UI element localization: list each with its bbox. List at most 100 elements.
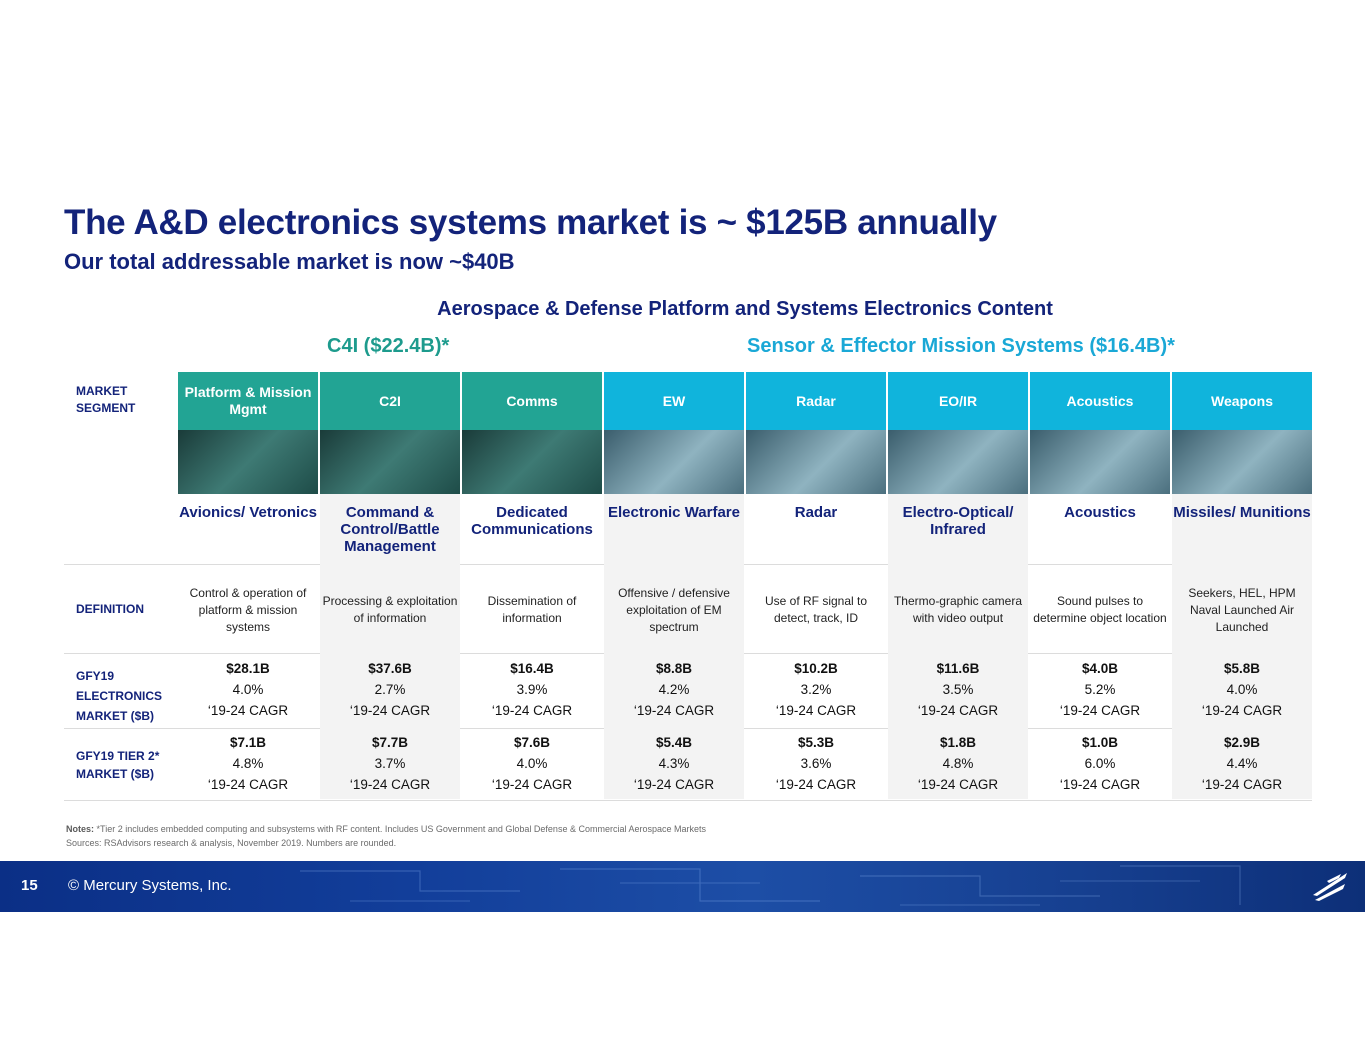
tier2-market-value: $1.0B — [1081, 735, 1119, 750]
segment-column: EO/IR Electro-Optical/ Infrared Thermo-gra… — [888, 372, 1028, 799]
tier2-market-cell: $7.7B 3.7% ‘19-24 CAGR — [320, 732, 460, 795]
tier2-cagr: 4.8% — [942, 756, 974, 771]
electronics-cagr-period: ‘19-24 CAGR — [1201, 703, 1283, 718]
tier2-market-cell: $7.6B 4.0% ‘19-24 CAGR — [462, 732, 602, 795]
page-number: 15 — [21, 877, 38, 894]
segment-column: EW Electronic Warfare Offensive / defensiv… — [604, 372, 744, 799]
definition-text: Use of RF signal to detect, track, ID — [764, 594, 868, 625]
segment-header: Comms — [462, 372, 602, 430]
electronics-market-cell: $8.8B 4.2% ‘19-24 CAGR — [604, 658, 744, 721]
row-label-segment: MARKET SEGMENT — [76, 384, 136, 415]
segment-header: EW — [604, 372, 744, 430]
tier2-cagr-period: ‘19-24 CAGR — [1059, 777, 1141, 792]
electronics-cagr-period: ‘19-24 CAGR — [349, 703, 431, 718]
tier2-market-value: $5.4B — [655, 735, 693, 750]
tier2-cagr-period: ‘19-24 CAGR — [775, 777, 857, 792]
tier2-cagr-period: ‘19-24 CAGR — [1201, 777, 1283, 792]
row-label-tier2-market: GFY19 TIER 2* MARKET ($B) — [76, 749, 160, 781]
segment-header: EO/IR — [888, 372, 1028, 430]
tier2-market-value: $7.6B — [513, 735, 551, 750]
definition-text: Thermo-graphic camera with video output — [893, 594, 1023, 625]
row-divider — [64, 800, 1312, 801]
slide-title: The A&D electronics systems market is ~ … — [64, 203, 997, 242]
electronics-cagr: 3.9% — [516, 682, 548, 697]
segment-column: C2I Command & Control/Battle Management Pr… — [320, 372, 460, 799]
tier2-cagr: 4.4% — [1226, 756, 1258, 771]
definition-text: Processing & exploitation of information — [322, 594, 458, 625]
electronics-market-value: $8.8B — [655, 661, 693, 676]
segment-header: Acoustics — [1030, 372, 1170, 430]
electronics-cagr: 4.2% — [658, 682, 690, 697]
segment-image — [746, 430, 886, 494]
segment-header: Weapons — [1172, 372, 1312, 430]
electronics-market-cell: $4.0B 5.2% ‘19-24 CAGR — [1030, 658, 1170, 721]
system-name: Acoustics — [1064, 504, 1136, 521]
tier2-cagr: 3.7% — [374, 756, 406, 771]
system-name: Electronic Warfare — [608, 504, 740, 521]
segment-column: Radar Radar Use of RF signal to detect, tr… — [746, 372, 886, 799]
segment-image — [1030, 430, 1170, 494]
segment-image — [178, 430, 318, 494]
mercury-logo-icon — [1313, 873, 1347, 901]
definition-text: Offensive / defensive exploitation of EM… — [618, 585, 730, 634]
electronics-market-cell: $11.6B 3.5% ‘19-24 CAGR — [888, 658, 1028, 721]
electronics-cagr-period: ‘19-24 CAGR — [1059, 703, 1141, 718]
tier2-market-cell: $7.1B 4.8% ‘19-24 CAGR — [178, 732, 318, 795]
tier2-market-cell: $5.4B 4.3% ‘19-24 CAGR — [604, 732, 744, 795]
segment-column: Weapons Missiles/ Munitions Seekers, HEL, … — [1172, 372, 1312, 799]
segment-column: Platform & Mission Mgmt Avionics/ Vetroni… — [178, 372, 318, 799]
electronics-cagr: 4.0% — [232, 682, 264, 697]
system-name: Missiles/ Munitions — [1173, 504, 1311, 521]
group-label-c4i: C4I ($22.4B)* — [327, 335, 450, 357]
notes: Notes: *Tier 2 includes embedded computi… — [66, 824, 706, 848]
electronics-cagr: 2.7% — [374, 682, 406, 697]
electronics-market-value: $4.0B — [1081, 661, 1119, 676]
electronics-market-cell: $5.8B 4.0% ‘19-24 CAGR — [1172, 658, 1312, 721]
electronics-market-cell: $10.2B 3.2% ‘19-24 CAGR — [746, 658, 886, 721]
segment-image — [462, 430, 602, 494]
segment-image — [1172, 430, 1312, 494]
system-name: Radar — [794, 504, 838, 521]
system-name: Dedicated Communications — [471, 504, 593, 538]
electronics-cagr-period: ‘19-24 CAGR — [917, 703, 999, 718]
electronics-market-value: $11.6B — [936, 661, 980, 676]
tier2-market-cell: $5.3B 3.6% ‘19-24 CAGR — [746, 732, 886, 795]
system-name: Avionics/ Vetronics — [179, 504, 317, 521]
definition-text: Control & operation of platform & missio… — [189, 585, 307, 634]
electronics-cagr-period: ‘19-24 CAGR — [491, 703, 573, 718]
definition-text: Sound pulses to determine object locatio… — [1033, 594, 1167, 625]
system-name: Command & Control/Battle Management — [340, 504, 440, 555]
tier2-cagr: 4.0% — [516, 756, 548, 771]
segment-image — [888, 430, 1028, 494]
tier2-cagr-period: ‘19-24 CAGR — [349, 777, 431, 792]
tier2-cagr-period: ‘19-24 CAGR — [633, 777, 715, 792]
row-label-definition: DEFINITION — [76, 602, 144, 616]
circuit-pattern — [300, 865, 1241, 906]
electronics-cagr-period: ‘19-24 CAGR — [775, 703, 857, 718]
tier2-market-value: $5.3B — [797, 735, 835, 750]
electronics-market-value: $10.2B — [794, 661, 838, 676]
tier2-cagr-period: ‘19-24 CAGR — [917, 777, 999, 792]
definition-text: Seekers, HEL, HPM Naval Launched Air Lau… — [1188, 585, 1296, 634]
tier2-cagr: 3.6% — [800, 756, 832, 771]
tier2-cagr-period: ‘19-24 CAGR — [207, 777, 289, 792]
electronics-market-cell: $37.6B 2.7% ‘19-24 CAGR — [320, 658, 460, 721]
segment-header: Platform & Mission Mgmt — [178, 372, 318, 430]
segment-column: Comms Dedicated Communications Disseminati… — [462, 372, 602, 799]
electronics-cagr-period: ‘19-24 CAGR — [633, 703, 715, 718]
tier2-market-value: $7.1B — [229, 735, 267, 750]
group-label-sensor: Sensor & Effector Mission Systems ($16.4… — [747, 335, 1175, 357]
tier2-market-cell: $1.8B 4.8% ‘19-24 CAGR — [888, 732, 1028, 795]
segment-header: C2I — [320, 372, 460, 430]
tier2-market-value: $2.9B — [1223, 735, 1261, 750]
segment-header: Radar — [746, 372, 886, 430]
footer-bar: 15 © Mercury Systems, Inc. — [0, 861, 1365, 912]
row-label-electronics-market: GFY19 ELECTRONICS MARKET ($B) — [76, 669, 163, 723]
tier2-cagr: 4.8% — [232, 756, 264, 771]
tier2-cagr: 6.0% — [1084, 756, 1116, 771]
electronics-market-value: $16.4B — [510, 661, 554, 676]
section-heading: Aerospace & Defense Platform and Systems… — [437, 298, 1053, 320]
definition-text: Dissemination of information — [487, 594, 577, 625]
tier2-market-cell: $2.9B 4.4% ‘19-24 CAGR — [1172, 732, 1312, 795]
electronics-market-cell: $28.1B 4.0% ‘19-24 CAGR — [178, 658, 318, 721]
